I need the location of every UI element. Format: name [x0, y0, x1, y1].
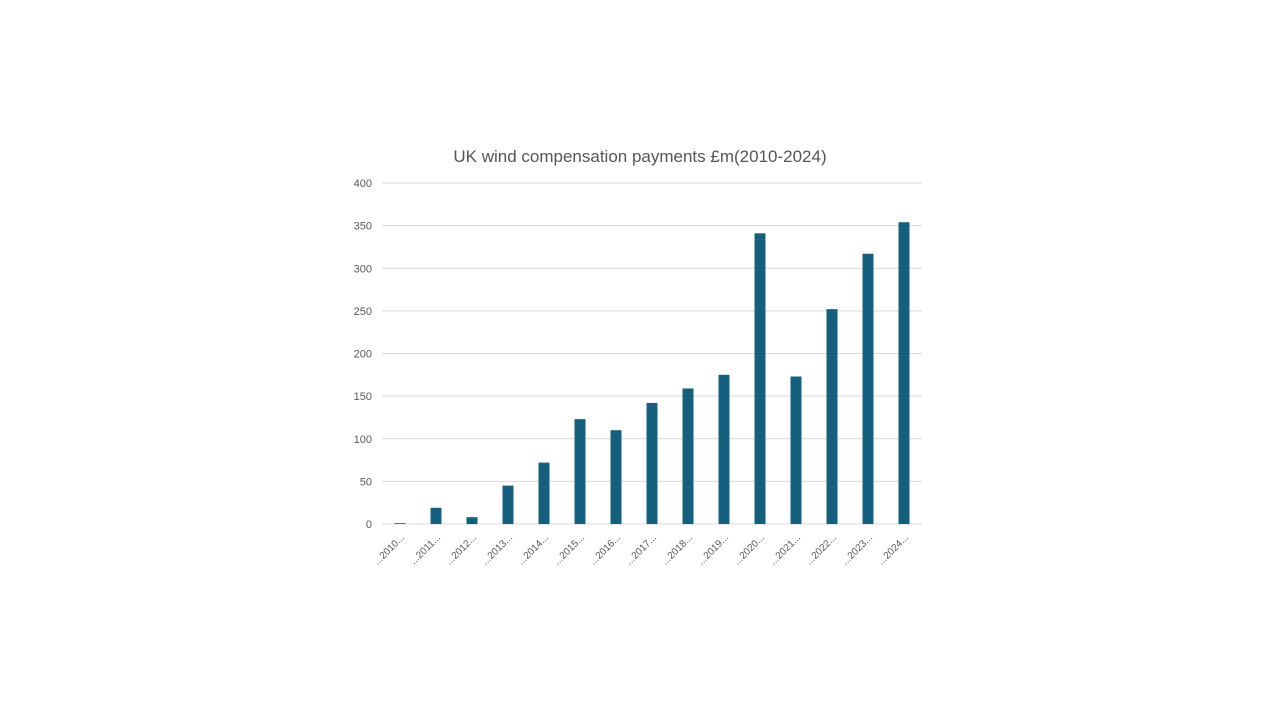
bar [538, 462, 550, 524]
x-tick-label: ...2023... [840, 532, 875, 567]
chart-title: UK wind compensation payments £m(2010-20… [453, 147, 826, 166]
y-tick-label: 200 [354, 349, 372, 361]
gridlines [382, 182, 922, 525]
x-axis-ticks: ...2010... ...2011... ...2012... ...2013...… [372, 532, 911, 567]
y-tick-label: 100 [354, 434, 372, 446]
y-tick-label: 300 [354, 263, 372, 275]
bar [790, 376, 802, 524]
y-tick-label: 350 [354, 221, 372, 233]
x-tick-label: ...2024... [876, 532, 911, 567]
bar [430, 507, 442, 524]
x-tick-label: ...2014... [516, 532, 551, 567]
bar [898, 222, 910, 524]
bar [394, 523, 406, 524]
y-tick-label: 400 [354, 178, 372, 190]
x-tick-label: ...2011... [408, 532, 443, 567]
y-tick-label: 250 [354, 306, 372, 318]
x-tick-label: ...2022... [804, 532, 839, 567]
y-axis-ticks: 0 50 100 150 200 250 300 350 400 [354, 178, 372, 531]
x-tick-label: ...2015... [552, 532, 587, 567]
bar [862, 253, 874, 524]
x-tick-label: ...2017... [624, 532, 659, 567]
x-tick-label: ...2010... [372, 532, 407, 567]
bar [682, 388, 694, 524]
y-tick-label: 50 [360, 476, 372, 488]
x-tick-label: ...2018... [660, 532, 695, 567]
x-tick-label: ...2013... [480, 532, 515, 567]
bar [610, 430, 622, 524]
x-tick-label: ...2020... [732, 532, 767, 567]
x-tick-label: ...2016... [588, 532, 623, 567]
bar [718, 374, 730, 524]
bar [646, 402, 658, 524]
bar [502, 485, 514, 524]
x-tick-label: ...2019... [696, 532, 731, 567]
x-tick-label: ...2021... [768, 532, 803, 567]
bar [826, 309, 838, 524]
y-tick-label: 150 [354, 391, 372, 403]
bar [754, 233, 766, 525]
bar [466, 517, 478, 524]
y-tick-label: 0 [366, 519, 372, 531]
bar [574, 419, 586, 524]
bars [394, 222, 910, 525]
x-tick-label: ...2012... [444, 532, 479, 567]
